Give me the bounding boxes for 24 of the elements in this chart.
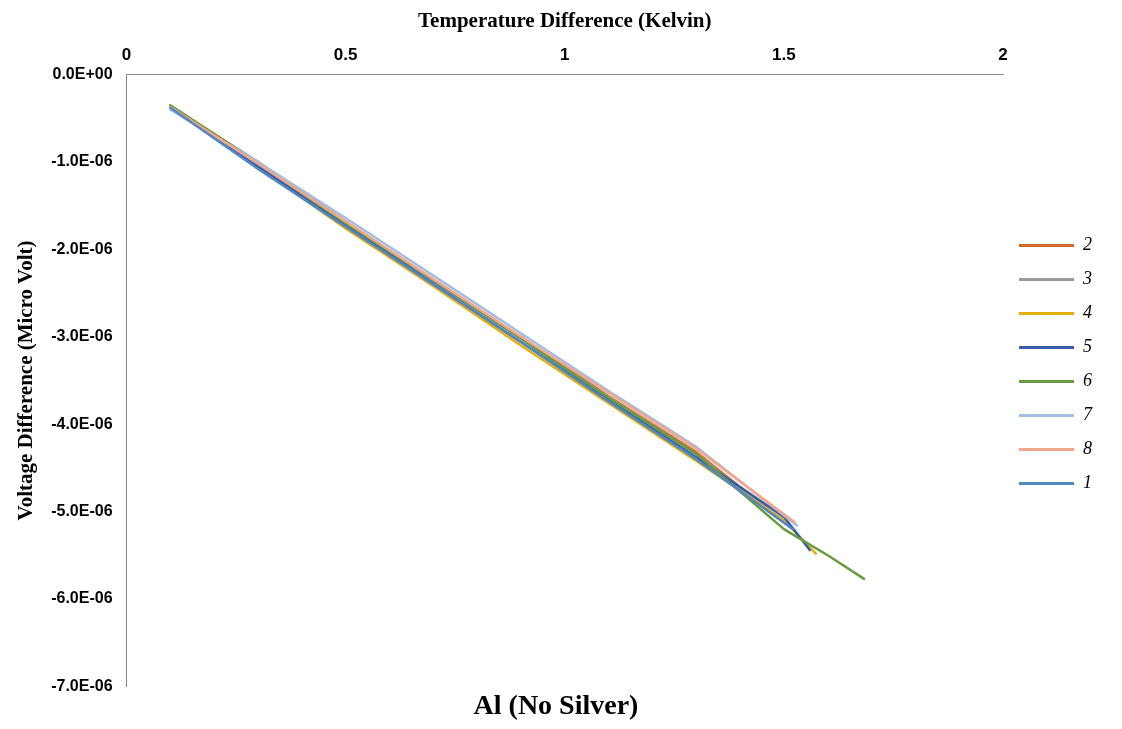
y-tick-label: 0.0E+00 xyxy=(52,65,113,83)
x-tick-label: 0.5 xyxy=(333,45,358,65)
legend-label: 7 xyxy=(1083,404,1093,425)
legend-label: 6 xyxy=(1083,370,1092,391)
x-axis-title: Temperature Difference (Kelvin) xyxy=(418,8,712,33)
legend-label: 1 xyxy=(1083,472,1092,493)
y-tick-label: -5.0E-06 xyxy=(51,502,113,520)
x-tick-label: 1 xyxy=(560,45,570,65)
legend-label: 4 xyxy=(1083,302,1092,323)
x-tick-label: 1.5 xyxy=(772,45,796,65)
y-tick-label: -7.0E-06 xyxy=(51,676,113,694)
y-tick-label: -3.0E-06 xyxy=(51,327,113,345)
legend-label: 2 xyxy=(1083,234,1092,255)
y-tick-label: -1.0E-06 xyxy=(51,152,113,170)
legend-label: 8 xyxy=(1083,438,1092,459)
legend-label: 5 xyxy=(1083,336,1092,357)
y-tick-label: -2.0E-06 xyxy=(51,239,113,257)
legend-label: 3 xyxy=(1082,268,1092,289)
x-tick-label: 0 xyxy=(121,45,132,65)
y-tick-label: -4.0E-06 xyxy=(51,414,113,432)
text: Al (No Silver) xyxy=(473,689,639,721)
y-tick-label: -6.0E-06 xyxy=(51,589,113,607)
x-tick-label: 2 xyxy=(998,45,1008,65)
y-axis-title: Voltage Difference (Micro Volt) xyxy=(13,240,38,521)
